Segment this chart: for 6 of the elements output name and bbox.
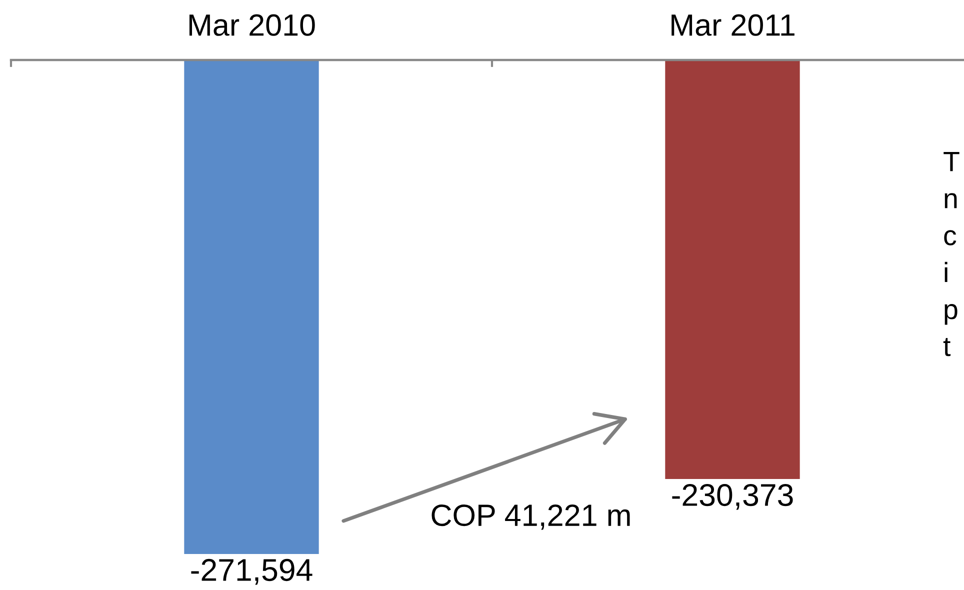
annotation: COP 41,221 m	[432, 504, 630, 530]
x-tick-label: Mar 2010	[189, 14, 315, 36]
data-label: -230,373	[672, 484, 793, 510]
data-label: -271,594	[191, 558, 312, 585]
x-tick-label: Mar 2011	[672, 14, 794, 36]
annotation: T n c i p t	[943, 152, 960, 356]
